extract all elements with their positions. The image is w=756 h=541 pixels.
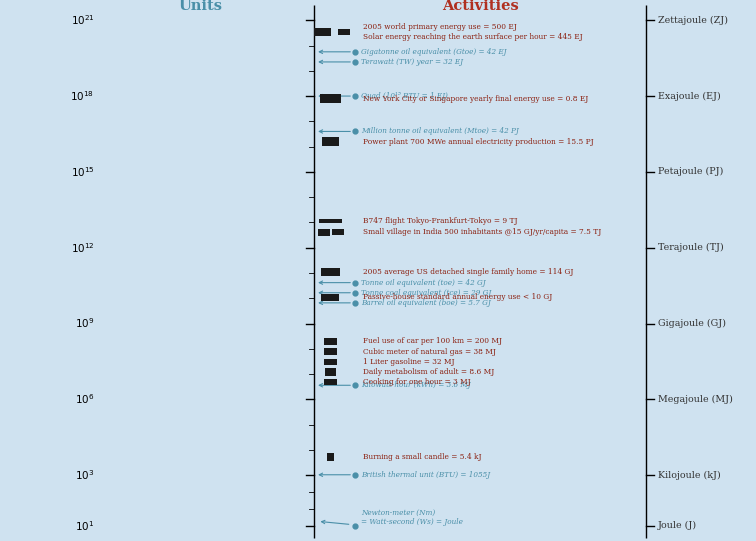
Text: Burning a small candle = 5.4 kJ: Burning a small candle = 5.4 kJ xyxy=(363,453,482,461)
FancyBboxPatch shape xyxy=(321,294,339,301)
Text: $10^{21}$: $10^{21}$ xyxy=(70,14,94,27)
Text: Tonne coal equivalent (tce) = 29 GJ: Tonne coal equivalent (tce) = 29 GJ xyxy=(361,289,491,297)
Text: $10^{15}$: $10^{15}$ xyxy=(70,165,94,179)
FancyBboxPatch shape xyxy=(321,268,339,275)
FancyBboxPatch shape xyxy=(322,137,339,147)
FancyBboxPatch shape xyxy=(320,94,341,103)
Text: Cooking for one hour = 3 MJ: Cooking for one hour = 3 MJ xyxy=(363,378,470,386)
Text: $10^{6}$: $10^{6}$ xyxy=(75,393,94,406)
Text: Joule (J): Joule (J) xyxy=(658,522,697,530)
Text: 1 Liter gasoline = 32 MJ: 1 Liter gasoline = 32 MJ xyxy=(363,358,454,366)
FancyBboxPatch shape xyxy=(324,359,337,365)
Text: Fuel use of car per 100 km = 200 MJ: Fuel use of car per 100 km = 200 MJ xyxy=(363,337,502,345)
Text: Terajoule (TJ): Terajoule (TJ) xyxy=(658,243,723,252)
FancyBboxPatch shape xyxy=(324,338,337,345)
Text: Small village in India 500 inhabitants @15 GJ/yr/capita = 7.5 TJ: Small village in India 500 inhabitants @… xyxy=(363,228,601,236)
Text: Million tonne oil equivalent (Mtoe) = 42 PJ: Million tonne oil equivalent (Mtoe) = 42… xyxy=(361,128,519,135)
FancyBboxPatch shape xyxy=(327,453,334,461)
FancyBboxPatch shape xyxy=(338,29,350,35)
Text: $10^{18}$: $10^{18}$ xyxy=(70,89,94,103)
FancyBboxPatch shape xyxy=(319,219,342,223)
Text: Petajoule (PJ): Petajoule (PJ) xyxy=(658,167,723,176)
Text: Zettajoule (ZJ): Zettajoule (ZJ) xyxy=(658,16,728,25)
Text: Solar energy reaching the earth surface per hour = 445 EJ: Solar energy reaching the earth surface … xyxy=(363,32,583,41)
FancyBboxPatch shape xyxy=(332,229,344,235)
Text: Kilowatt-hour (kWh) = 3.6 MJ: Kilowatt-hour (kWh) = 3.6 MJ xyxy=(361,381,471,390)
Text: Cubic meter of natural gas = 38 MJ: Cubic meter of natural gas = 38 MJ xyxy=(363,348,496,356)
Text: Gigatonne oil equivalent (Gtoe) = 42 EJ: Gigatonne oil equivalent (Gtoe) = 42 EJ xyxy=(361,48,507,56)
Text: Power plant 700 MWe annual electricity production = 15.5 PJ: Power plant 700 MWe annual electricity p… xyxy=(363,137,593,146)
Text: $10^{1}$: $10^{1}$ xyxy=(75,519,94,533)
Text: Megajoule (MJ): Megajoule (MJ) xyxy=(658,395,733,404)
Text: Units: Units xyxy=(178,0,222,14)
FancyBboxPatch shape xyxy=(324,379,337,385)
Text: Barrel oil equivalent (boe) = 5.7 GJ: Barrel oil equivalent (boe) = 5.7 GJ xyxy=(361,299,491,307)
Text: New York City or Singapore yearly final energy use = 0.8 EJ: New York City or Singapore yearly final … xyxy=(363,95,588,103)
Text: Terawatt (TW) year = 32 EJ: Terawatt (TW) year = 32 EJ xyxy=(361,58,463,66)
Text: Kilojoule (kJ): Kilojoule (kJ) xyxy=(658,471,720,480)
Text: 2005 average US detached single family home = 114 GJ: 2005 average US detached single family h… xyxy=(363,268,573,276)
Text: $10^{3}$: $10^{3}$ xyxy=(75,469,94,482)
Text: B747 flight Tokyo-Frankfurt-Tokyo = 9 TJ: B747 flight Tokyo-Frankfurt-Tokyo = 9 TJ xyxy=(363,217,517,225)
Text: Quad (10¹⁵ BTU = 1 EJ): Quad (10¹⁵ BTU = 1 EJ) xyxy=(361,92,448,100)
Text: Activities: Activities xyxy=(442,0,519,14)
Text: $10^{12}$: $10^{12}$ xyxy=(71,241,94,255)
Text: Gigajoule (GJ): Gigajoule (GJ) xyxy=(658,319,726,328)
Text: Passive-house standard annual energy use < 10 GJ: Passive-house standard annual energy use… xyxy=(363,293,552,301)
Text: $10^{9}$: $10^{9}$ xyxy=(75,316,94,331)
FancyBboxPatch shape xyxy=(324,348,337,355)
FancyBboxPatch shape xyxy=(318,228,330,236)
Text: 2005 world primary energy use = 500 EJ: 2005 world primary energy use = 500 EJ xyxy=(363,23,516,31)
Text: Exajoule (EJ): Exajoule (EJ) xyxy=(658,91,720,101)
Text: Daily metabolism of adult = 8.6 MJ: Daily metabolism of adult = 8.6 MJ xyxy=(363,368,494,376)
Text: British thermal unit (BTU) = 1055J: British thermal unit (BTU) = 1055J xyxy=(361,471,491,479)
FancyBboxPatch shape xyxy=(314,28,331,36)
FancyBboxPatch shape xyxy=(325,368,336,376)
Text: Newton-meter (Nm)
= Watt-second (Ws) = Joule: Newton-meter (Nm) = Watt-second (Ws) = J… xyxy=(361,509,463,526)
Text: Tonne oil equivalent (toe) = 42 GJ: Tonne oil equivalent (toe) = 42 GJ xyxy=(361,279,486,287)
